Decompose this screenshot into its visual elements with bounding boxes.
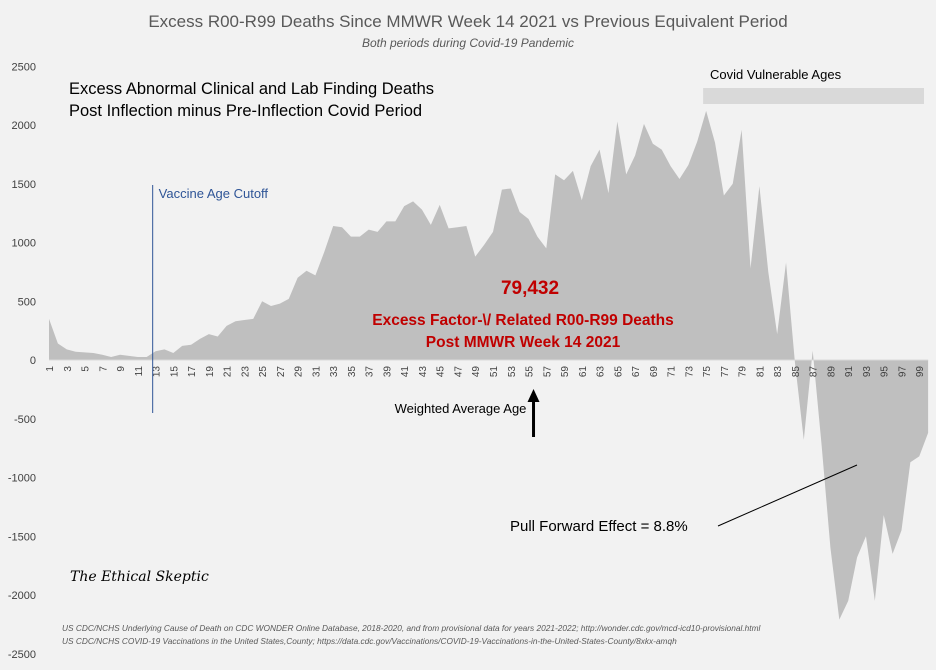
x-tick-label: 67: [631, 366, 642, 378]
x-tick-label: 27: [276, 366, 287, 378]
weighted-average-age-label: Weighted Average Age: [395, 401, 527, 416]
y-tick-label: 1500: [12, 179, 36, 191]
x-tick-label: 81: [755, 366, 766, 378]
x-tick-label: 37: [365, 366, 376, 378]
brand-signature: The Ethical Skeptic: [70, 569, 209, 585]
chart-title: Excess R00-R99 Deaths Since MMWR Week 14…: [148, 12, 787, 31]
annotation-line-1: Excess Abnormal Clinical and Lab Finding…: [69, 80, 434, 98]
x-tick-label: 5: [81, 366, 92, 372]
x-tick-label: 29: [294, 366, 305, 378]
covid-vulnerable-ages-label: Covid Vulnerable Ages: [710, 67, 842, 82]
x-tick-label: 59: [560, 366, 571, 378]
y-tick-label: -1000: [8, 473, 36, 485]
x-tick-label: 31: [311, 366, 322, 378]
x-tick-label: 41: [400, 366, 411, 378]
x-tick-label: 75: [702, 366, 713, 378]
y-tick-label: 500: [18, 296, 36, 308]
x-tick-label: 71: [667, 366, 678, 378]
x-tick-label: 45: [436, 366, 447, 378]
x-tick-label: 99: [915, 366, 926, 378]
weighted-average-age-arrowhead: [527, 389, 540, 402]
x-tick-label: 19: [205, 366, 216, 378]
x-tick-label: 91: [844, 366, 855, 378]
excess-label-line-1: Excess Factor-\/ Related R00-R99 Deaths: [372, 312, 674, 329]
covid-vulnerable-ages-bar: [703, 88, 924, 104]
total-excess-value: 79,432: [501, 278, 559, 299]
x-tick-label: 7: [98, 366, 109, 372]
x-tick-label: 85: [791, 366, 802, 378]
x-tick-label: 11: [134, 366, 145, 377]
x-tick-label: 39: [382, 366, 393, 378]
x-tick-label: 63: [596, 366, 607, 378]
x-tick-label: 55: [525, 366, 536, 378]
x-tick-label: 93: [862, 366, 873, 378]
x-tick-label: 57: [542, 366, 553, 378]
source-note-1: US CDC/NCHS Underlying Cause of Death on…: [62, 623, 761, 633]
x-tick-label: 23: [240, 366, 251, 378]
x-tick-label: 87: [809, 366, 820, 378]
x-tick-label: 95: [880, 366, 891, 378]
x-tick-label: 89: [826, 366, 837, 378]
source-note-2: US CDC/NCHS COVID-19 Vaccinations in the…: [62, 636, 677, 646]
x-tick-label: 73: [684, 366, 695, 378]
x-tick-label: 51: [489, 366, 500, 378]
y-tick-label: -2000: [8, 590, 36, 602]
x-tick-label: 77: [720, 366, 731, 378]
y-tick-label: 1000: [12, 238, 36, 250]
x-tick-label: 61: [578, 366, 589, 378]
y-tick-label: -2500: [8, 649, 36, 661]
y-tick-label: -500: [14, 414, 36, 426]
x-tick-label: 9: [116, 366, 127, 372]
x-tick-label: 83: [773, 366, 784, 378]
x-tick-label: 43: [418, 366, 429, 378]
y-axis-ticks: 2500 2000 1500 1000 500 0 -500 -1000 -1500 -2000 -…: [8, 61, 36, 661]
x-tick-label: 13: [152, 366, 163, 378]
x-axis-ticks: 1 3 5 7 9 11 13 15 17 19 21 23 25 27 29 31 33 35 37 39 41 43 4…: [45, 366, 926, 378]
y-tick-label: -1500: [8, 531, 36, 543]
x-tick-label: 1: [45, 366, 56, 372]
y-tick-label: 2000: [12, 120, 36, 132]
excess-label-line-2: Post MMWR Week 14 2021: [426, 334, 621, 351]
pull-forward-label: Pull Forward Effect = 8.8%: [510, 518, 688, 535]
x-tick-label: 25: [258, 366, 269, 378]
x-tick-label: 15: [169, 366, 180, 378]
y-tick-label: 2500: [12, 61, 36, 73]
x-tick-label: 47: [453, 366, 464, 378]
chart-subtitle: Both periods during Covid-19 Pandemic: [362, 36, 574, 50]
x-tick-label: 65: [613, 366, 624, 378]
x-tick-label: 3: [63, 366, 74, 372]
pull-forward-pointer-line: [717, 464, 858, 527]
x-tick-label: 79: [738, 366, 749, 378]
y-tick-label: 0: [30, 355, 36, 367]
excess-deaths-area: [49, 110, 929, 620]
x-tick-label: 49: [471, 366, 482, 378]
annotation-line-2: Post Inflection minus Pre-Inflection Cov…: [69, 102, 422, 120]
x-tick-label: 21: [223, 366, 234, 378]
x-tick-label: 53: [507, 366, 518, 378]
x-tick-label: 17: [187, 366, 198, 378]
x-tick-label: 69: [649, 366, 660, 378]
x-tick-label: 33: [329, 366, 340, 378]
x-tick-label: 35: [347, 366, 358, 378]
vaccine-age-cutoff-label: Vaccine Age Cutoff: [159, 186, 269, 201]
x-tick-label: 97: [897, 366, 908, 378]
